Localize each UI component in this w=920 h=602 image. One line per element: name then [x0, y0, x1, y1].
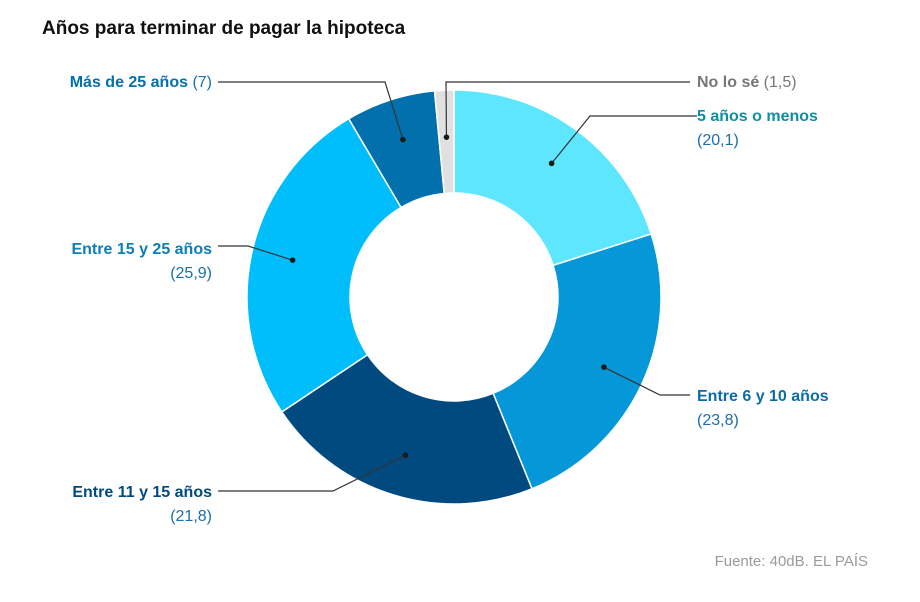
leader-dot-no-lo-se [443, 134, 450, 140]
slice-label-entre-6-y-10-anos: Entre 6 y 10 años [697, 388, 829, 405]
leader-line-entre-11-y-15-anos [218, 454, 406, 492]
slice-label-5-anos-o-menos: 5 años o menos [697, 108, 818, 125]
leader-line-entre-15-y-25-anos [218, 245, 293, 261]
slice-no-lo-se [433, 89, 455, 195]
slice-entre-11-y-15-anos [280, 353, 533, 505]
leader-line-5-anos-o-menos [551, 115, 697, 164]
leader-line-entre-6-y-10-anos [603, 366, 690, 396]
leader-line-no-lo-se [445, 81, 690, 138]
slice-value-entre-15-y-25-anos: (25,9) [170, 265, 212, 282]
slice-entre-6-y-10-anos [492, 233, 662, 490]
slice-name-no-lo-se: No lo sé [697, 74, 759, 91]
leader-line-mas-de-25-anos [218, 81, 404, 140]
slice-labels: 5 años o menos (20,1) Entre 6 y 10 años (23… [70, 74, 829, 525]
slice-label-no-lo-se: No lo sé (1,5) [697, 74, 797, 91]
slice-value-no-lo-se: (1,5) [759, 74, 796, 91]
leader-dot-entre-6-y-10-anos [601, 364, 607, 370]
leader-dot-5-anos-o-menos [548, 160, 555, 167]
slice-entre-15-y-25-anos [246, 117, 403, 413]
slice-name-entre-6-y-10-anos: Entre 6 y 10 años [697, 388, 829, 405]
slice-label-mas-de-25-anos: Más de 25 años (7) [70, 74, 212, 91]
slice-value-5-anos-o-menos: (20,1) [697, 132, 739, 149]
leader-lines [218, 81, 697, 492]
chart-title: Años para terminar de pagar la hipoteca [42, 18, 406, 39]
slice-name-mas-de-25-anos: Más de 25 años [70, 74, 188, 91]
leader-dot-entre-11-y-15-anos [402, 452, 409, 458]
slice-value-entre-6-y-10-anos: (23,8) [697, 412, 739, 429]
leader-dot-mas-de-25-anos [400, 136, 406, 143]
slice-5-anos-o-menos [453, 89, 653, 267]
leader-dot-entre-15-y-25-anos [289, 257, 296, 263]
slice-name-5-anos-o-menos: 5 años o menos [697, 108, 818, 125]
slice-name-entre-11-y-15-anos: Entre 11 y 15 años [72, 484, 212, 501]
slice-value-entre-11-y-15-anos: (21,8) [170, 508, 212, 525]
slice-label-entre-11-y-15-anos: Entre 11 y 15 años [72, 484, 212, 501]
donut-slices [246, 89, 662, 505]
slice-label-entre-15-y-25-anos: Entre 15 y 25 años [71, 241, 212, 258]
source-note: Fuente: 40dB. EL PAÍS [714, 553, 868, 570]
slice-value-mas-de-25-anos: (7) [188, 74, 212, 91]
slice-name-entre-15-y-25-anos: Entre 15 y 25 años [71, 241, 212, 258]
